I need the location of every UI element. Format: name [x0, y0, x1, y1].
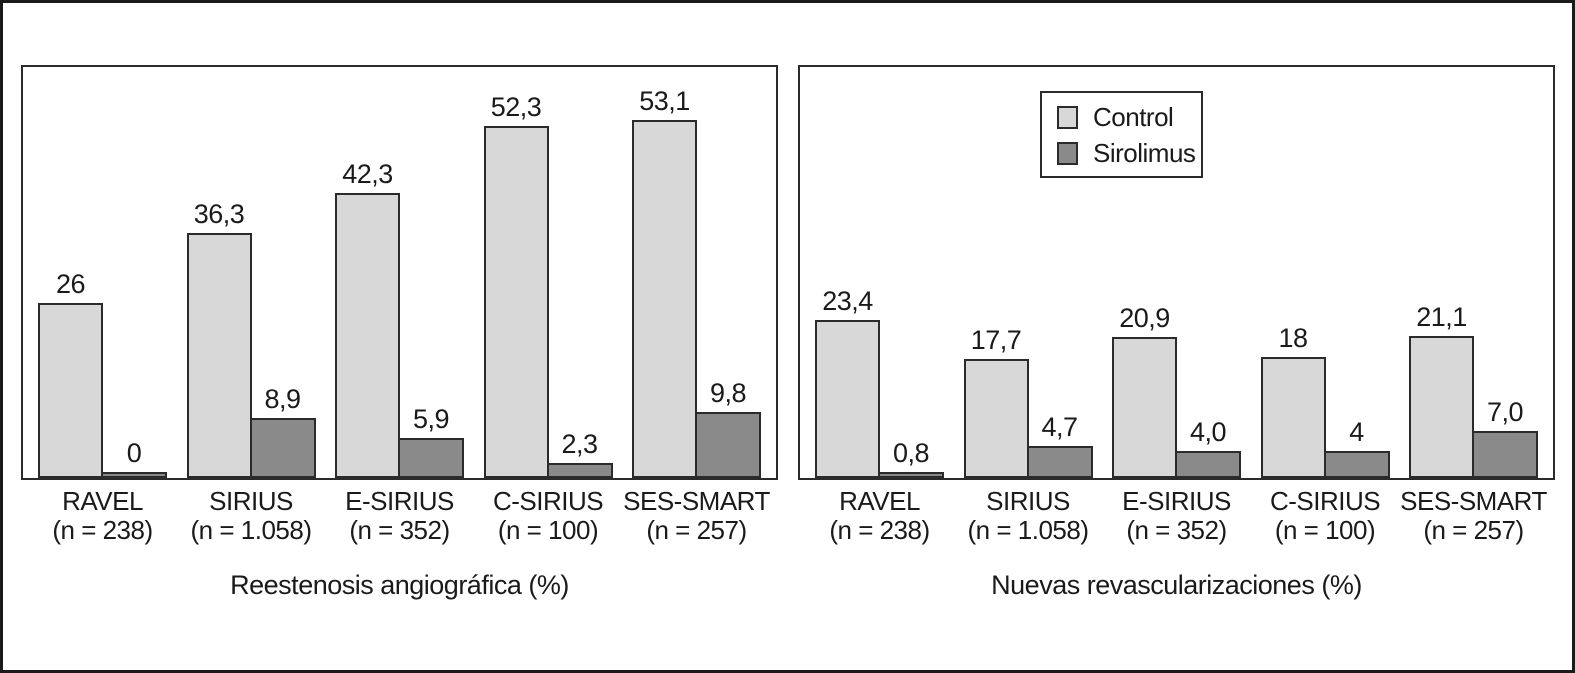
bar-control-ravel: 23,4 [815, 286, 880, 478]
bar-control-sirius: 36,3 [186, 199, 252, 478]
bar-control-ravel: 26 [38, 269, 103, 478]
value-label-sirolimus-e-sirius: 5,9 [412, 404, 450, 434]
control-swatch-icon [1057, 106, 1078, 129]
bar-group-sirius: 36,3 8,9 SIRIUS (n = 1.058) [186, 67, 316, 545]
value-label-sirolimus-c-sirius: 2,3 [561, 429, 598, 459]
bar-control-c-sirius: 52,3 [483, 92, 549, 478]
value-label-sirolimus-sirius: 4,7 [1041, 412, 1078, 442]
value-label-control-sirius: 17,7 [970, 325, 1022, 355]
value-label-control-ravel: 23,4 [822, 286, 873, 316]
value-label-control-c-sirius: 52,3 [490, 92, 542, 122]
value-label-sirolimus-e-sirius: 4,0 [1189, 417, 1227, 447]
bar-group-c-sirius: 52,3 2,3 C-SIRIUS (n = 100) [483, 67, 613, 545]
legend-item-control: Control [1057, 102, 1201, 132]
legend-item-sirolimus: Sirolimus [1057, 138, 1201, 168]
chart-title-reestenosis: Reestenosis angiográfica (%) [230, 570, 569, 600]
bar-sirolimus-e-sirius: 5,9 [398, 404, 464, 478]
category-label-sirius: SIRIUS (n = 1.058) [967, 486, 1089, 545]
bar-group-e-sirius: 42,3 5,9 E-SIRIUS (n = 352) [335, 67, 464, 545]
legend-label-sirolimus: Sirolimus [1093, 138, 1196, 168]
value-label-sirolimus-ses-smart: 9,8 [709, 378, 747, 408]
value-label-control-e-sirius: 42,3 [342, 159, 393, 189]
bar-group-ses-smart: 53,1 9,8 SES-SMART (n = 257) [623, 67, 770, 545]
bar-control-ses-smart: 53,1 [632, 86, 697, 478]
legend-label-control: Control [1093, 102, 1174, 132]
bar-group-ravel: 23,4 0,8 RAVEL (n = 238) [815, 67, 944, 545]
plot-area-revascularizaciones: 23,4 0,8 RAVEL (n = 238) 17,7 4,7 SIRIUS (n = 1… [800, 67, 1553, 545]
chart-panel-reestenosis: 26 0 RAVEL (n = 238) 36,3 8,9 SIRIUS (n = 1.058… [21, 65, 778, 600]
category-label-ravel: RAVEL (n = 238) [829, 486, 930, 545]
value-label-sirolimus-sirius: 8,9 [264, 384, 301, 414]
value-label-sirolimus-ravel: 0 [126, 438, 142, 468]
category-label-e-sirius: E-SIRIUS (n = 352) [1122, 486, 1231, 545]
bar-sirolimus-e-sirius: 4,0 [1175, 417, 1241, 478]
value-label-control-ses-smart: 21,1 [1416, 302, 1467, 332]
bar-sirolimus-sirius: 4,7 [1026, 412, 1093, 478]
bar-control-e-sirius: 20,9 [1112, 303, 1177, 478]
category-label-c-sirius: C-SIRIUS (n = 100) [492, 486, 604, 545]
bar-sirolimus-c-sirius: 4 [1323, 417, 1390, 478]
category-label-ses-smart: SES-SMART (n = 257) [623, 486, 770, 545]
bar-group-sirius: 17,7 4,7 SIRIUS (n = 1.058) [963, 67, 1093, 545]
value-label-control-ravel: 26 [55, 269, 86, 299]
category-label-ses-smart: SES-SMART (n = 257) [1400, 486, 1547, 545]
bar-group-c-sirius: 18 4 C-SIRIUS (n = 100) [1260, 67, 1390, 545]
bar-group-ravel: 26 0 RAVEL (n = 238) [38, 67, 167, 545]
category-label-c-sirius: C-SIRIUS (n = 100) [1269, 486, 1381, 545]
sirolimus-swatch-icon [1057, 142, 1078, 165]
value-label-control-e-sirius: 20,9 [1119, 303, 1170, 333]
bar-sirolimus-ses-smart: 9,8 [695, 378, 761, 478]
bar-group-ses-smart: 21,1 7,0 SES-SMART (n = 257) [1400, 67, 1547, 545]
bar-sirolimus-ravel: 0,8 [878, 438, 944, 478]
category-label-ravel: RAVEL (n = 238) [52, 486, 153, 545]
value-label-control-ses-smart: 53,1 [639, 86, 690, 116]
legend: Control Sirolimus [1040, 91, 1203, 178]
category-label-e-sirius: E-SIRIUS (n = 352) [345, 486, 454, 545]
value-label-sirolimus-c-sirius: 4 [1349, 417, 1364, 447]
category-label-sirius: SIRIUS (n = 1.058) [190, 486, 312, 545]
value-label-sirolimus-ravel: 0,8 [892, 438, 930, 468]
bar-control-c-sirius: 18 [1260, 323, 1326, 478]
bar-sirolimus-ses-smart: 7,0 [1472, 397, 1538, 478]
value-label-control-sirius: 36,3 [193, 199, 245, 229]
chart-title-revascularizaciones: Nuevas revascularizaciones (%) [991, 570, 1362, 600]
bar-sirolimus-c-sirius: 2,3 [546, 429, 613, 478]
value-label-control-c-sirius: 18 [1278, 323, 1308, 353]
value-label-sirolimus-ses-smart: 7,0 [1486, 397, 1524, 427]
plot-area-reestenosis: 26 0 RAVEL (n = 238) 36,3 8,9 SIRIUS (n = 1.058… [23, 67, 776, 545]
chart-panel-revascularizaciones: 23,4 0,8 RAVEL (n = 238) 17,7 4,7 SIRIUS (n = 1… [798, 65, 1555, 600]
bar-control-e-sirius: 42,3 [335, 159, 400, 478]
bar-control-ses-smart: 21,1 [1409, 302, 1474, 478]
bar-sirolimus-sirius: 8,9 [249, 384, 316, 478]
bar-sirolimus-ravel: 0 [101, 438, 167, 478]
bar-group-e-sirius: 20,9 4,0 E-SIRIUS (n = 352) [1112, 67, 1241, 545]
bar-control-sirius: 17,7 [963, 325, 1029, 478]
